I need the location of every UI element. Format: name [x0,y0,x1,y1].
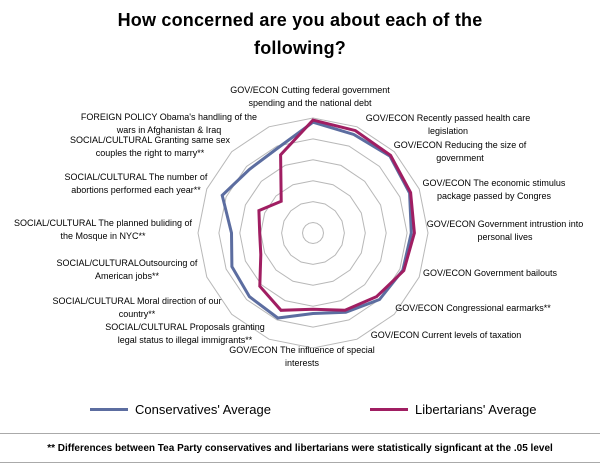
legend-item-libertarians: Libertarians' Average [370,400,537,418]
axis-label-4: GOV/ECON Government intrustion into pers… [426,219,584,242]
grid-ring [281,201,345,265]
axis-label-12: SOCIAL/CULTURAL The planned buliding of … [14,218,192,241]
grid-ring [239,159,387,307]
axis-label-0: GOV/ECON Cutting federal government spen… [230,85,390,108]
axis-label-2: GOV/ECON Reducing the size of government [393,140,527,163]
chart-title: How concerned are you about each of the … [117,10,483,58]
legend: Conservatives' Average Libertarians' Ave… [0,400,600,420]
grid-ring [301,221,325,245]
grid-ring [197,117,429,349]
axis-label-10: SOCIAL/CULTURAL Moral direction of our c… [52,296,222,319]
axis-label-3: GOV/ECON The economic stimulus package p… [422,178,566,201]
grid-ring [260,180,366,286]
series-libertarians-line [257,118,416,312]
axis-label-14: SOCIAL/CULTURAL Granting same sex couple… [69,135,231,158]
axis-label-5: GOV/ECON Government bailouts [422,268,558,278]
axis-label-8: GOV/ECON The influence of special intere… [229,345,375,368]
axis-label-15: FOREIGN POLICY Obama's handling of the w… [80,112,258,135]
axis-label-1: GOV/ECON Recently passed health care leg… [365,113,531,136]
radar-chart [197,117,429,349]
axis-label-13: SOCIAL/CULTURAL The number of abortions … [64,172,208,195]
axis-label-6: GOV/ECON Congressional earmarks** [395,303,551,313]
libertarians-line-swatch [370,407,408,411]
legend-item-conservatives: Conservatives' Average [90,400,271,418]
legend-label-libertarians: Libertarians' Average [415,401,537,417]
axis-label-11: SOCIAL/CULTURALOutsourcing of American j… [56,258,198,281]
conservatives-line-swatch [90,407,128,411]
legend-label-conservatives: Conservatives' Average [135,401,271,417]
axis-label-7: GOV/ECON Current levels of taxation [370,330,522,340]
footnote: ** Differences between Tea Party conserv… [0,433,600,463]
axis-label-9: SOCIAL/CULTURAL Proposals granting legal… [105,322,265,345]
